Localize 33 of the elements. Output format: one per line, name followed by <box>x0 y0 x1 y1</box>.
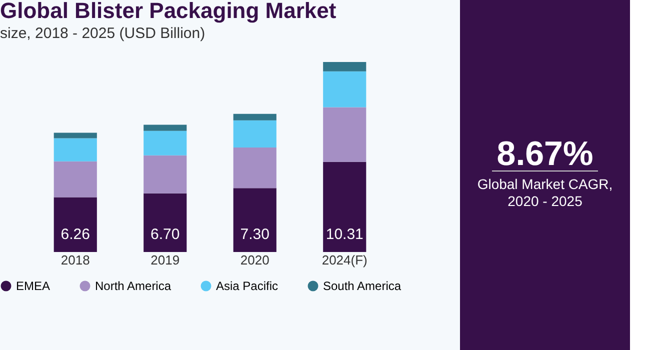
x-tick-label: 2019 <box>150 252 180 268</box>
chart-title: Global Blister Packaging Market <box>0 0 337 23</box>
bar <box>233 114 276 120</box>
legend-label: EMEA <box>16 279 50 293</box>
bar <box>323 62 366 72</box>
data-label: 6.26 <box>60 226 90 243</box>
data-label: 6.70 <box>150 226 180 243</box>
text: Global Market CAGR, <box>477 176 613 192</box>
x-tick-label: 2024(F) <box>322 252 368 268</box>
data-label: 10.31 <box>326 226 364 243</box>
chart-subtitle: size, 2018 - 2025 (USD Billion) <box>0 25 206 42</box>
bar <box>233 120 276 148</box>
bar <box>54 161 97 198</box>
x-tick-label: 2020 <box>240 252 270 268</box>
bar <box>54 138 97 162</box>
data-label: 7.30 <box>240 226 270 243</box>
bar <box>54 197 97 252</box>
legend-label: South America <box>323 279 402 293</box>
bar <box>144 130 187 156</box>
bar <box>323 162 366 252</box>
bar <box>144 193 187 252</box>
x-tick-label: 2018 <box>60 252 90 268</box>
bar <box>144 155 187 194</box>
bar <box>323 71 366 108</box>
legend-label: Asia Pacific <box>216 279 278 293</box>
bar <box>233 148 276 188</box>
legend-label: North America <box>95 279 172 293</box>
text: 2020 - 2025 <box>508 193 583 209</box>
bar <box>323 107 366 162</box>
bar <box>54 132 97 138</box>
bar <box>144 124 187 131</box>
text: 8.67% <box>496 135 594 173</box>
bar <box>233 188 276 252</box>
